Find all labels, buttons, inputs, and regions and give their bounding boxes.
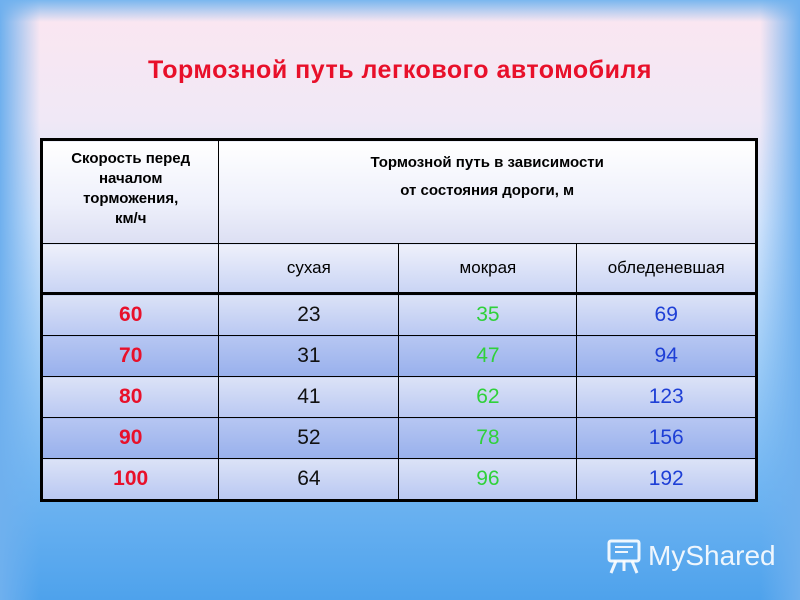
road-condition-row: сухая мокрая обледеневшая bbox=[40, 243, 757, 294]
dry-distance-cell: 41 bbox=[218, 376, 400, 418]
table-row: 100 64 96 192 bbox=[40, 458, 757, 501]
wet-distance-cell: 35 bbox=[398, 292, 578, 336]
dry-distance-cell: 52 bbox=[218, 417, 400, 459]
road-condition-blank-cell bbox=[40, 243, 220, 294]
distance-header-line: от состояния дороги, м bbox=[400, 182, 575, 199]
table-row: 70 31 47 94 bbox=[40, 335, 757, 377]
road-condition-icy: обледеневшая bbox=[576, 243, 757, 294]
right-glow bbox=[760, 0, 800, 600]
dry-distance-cell: 23 bbox=[218, 292, 400, 336]
wet-distance-cell: 62 bbox=[398, 376, 578, 418]
icy-distance-cell: 94 bbox=[576, 335, 757, 377]
icy-distance-cell: 156 bbox=[576, 417, 757, 459]
top-glow bbox=[0, 0, 800, 22]
wet-distance-cell: 96 bbox=[398, 458, 578, 501]
table-header-row: Скорость перед началом торможения, км/ч … bbox=[40, 139, 757, 244]
watermark-text: MyShared bbox=[648, 540, 776, 571]
table-row: 90 52 78 156 bbox=[40, 417, 757, 459]
icy-distance-cell: 192 bbox=[576, 458, 757, 501]
myshared-watermark: MyShared bbox=[606, 536, 776, 576]
table-row: 80 41 62 123 bbox=[40, 376, 757, 418]
wet-distance-cell: 78 bbox=[398, 417, 578, 459]
speed-cell: 90 bbox=[40, 417, 220, 459]
distance-header-line: Тормозной путь в зависимости bbox=[370, 154, 604, 171]
speed-cell: 60 bbox=[40, 292, 220, 336]
speed-cell: 100 bbox=[40, 458, 220, 501]
speed-header-line: торможения, bbox=[83, 190, 179, 207]
dry-distance-cell: 31 bbox=[218, 335, 400, 377]
left-glow bbox=[0, 0, 40, 600]
presentation-board-icon bbox=[606, 537, 642, 575]
speed-header-line: км/ч bbox=[114, 210, 147, 227]
braking-distance-table: Скорость перед началом торможения, км/ч … bbox=[40, 138, 758, 502]
speed-header: Скорость перед началом торможения, км/ч bbox=[40, 139, 220, 244]
distance-header: Тормозной путь в зависимости от состояни… bbox=[218, 139, 757, 244]
icy-distance-cell: 123 bbox=[576, 376, 757, 418]
wet-distance-cell: 47 bbox=[398, 335, 578, 377]
dry-distance-cell: 64 bbox=[218, 458, 400, 501]
road-condition-wet: мокрая bbox=[398, 243, 578, 294]
speed-cell: 80 bbox=[40, 376, 220, 418]
speed-header-line: Скорость перед bbox=[71, 150, 191, 167]
speed-header-line: началом bbox=[98, 170, 163, 187]
icy-distance-cell: 69 bbox=[576, 292, 757, 336]
table-row: 60 23 35 69 bbox=[40, 292, 757, 336]
road-condition-dry: сухая bbox=[218, 243, 400, 294]
speed-cell: 70 bbox=[40, 335, 220, 377]
page-title: Тормозной путь легкового автомобиля bbox=[148, 56, 652, 84]
